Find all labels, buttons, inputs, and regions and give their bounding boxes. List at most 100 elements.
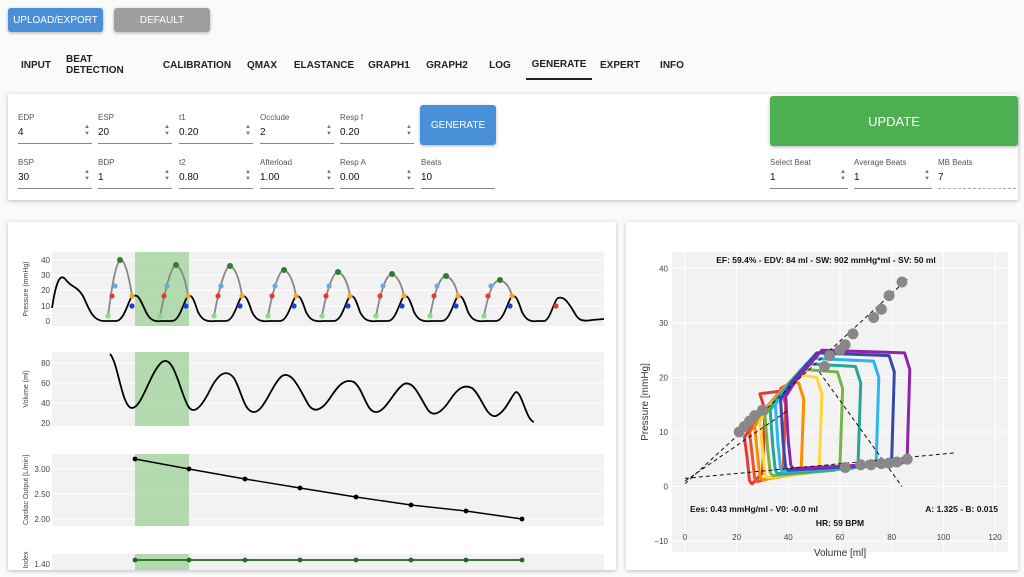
edp-point xyxy=(901,453,913,465)
afterload-value[interactable]: 1.00 xyxy=(260,172,280,183)
tick-label: 40 xyxy=(41,399,50,408)
esp-point xyxy=(868,311,880,323)
tab-graph1[interactable]: GRAPH1 xyxy=(368,59,410,71)
index-points xyxy=(132,557,525,563)
highlight-band xyxy=(135,352,189,426)
tab-expert[interactable]: EXPERT xyxy=(599,59,640,71)
esp-spinner-icon[interactable]: ▲ ▼ xyxy=(164,124,170,137)
marker-point xyxy=(157,313,163,319)
occlude-value[interactable]: 2 xyxy=(260,127,266,138)
hr-annotation: HR: 59 BPM xyxy=(816,518,864,528)
marker-point xyxy=(380,283,386,289)
t1-field[interactable]: t1 0.20 ▲ ▼ xyxy=(179,113,253,145)
mb-beats-label: MB Beats xyxy=(938,158,973,167)
pv-xtick-label: 100 xyxy=(937,533,951,542)
beats-value[interactable]: 10 xyxy=(421,172,433,183)
tab-generate[interactable]: GENERATE xyxy=(526,50,592,80)
resp-a-field[interactable]: Resp A 0.00 ▲ ▼ xyxy=(340,158,414,190)
generate-button[interactable]: GENERATE xyxy=(420,105,496,145)
volume-series-line xyxy=(109,353,535,423)
marker-point xyxy=(185,293,191,299)
tick-label: 30 xyxy=(41,271,50,280)
tab-qmax[interactable]: QMAX xyxy=(247,59,277,71)
bsp-field[interactable]: BSP 30 ▲ ▼ xyxy=(18,158,92,190)
average-beats-spinner-icon[interactable]: ▲ ▼ xyxy=(924,169,930,182)
update-button[interactable]: UPDATE xyxy=(770,96,1018,146)
tab-graph2[interactable]: GRAPH2 xyxy=(426,59,468,71)
resp-f-field[interactable]: Resp f 0.20 ▲ ▼ xyxy=(340,113,414,145)
edp-field[interactable]: EDP 4 ▲ ▼ xyxy=(18,113,92,145)
espvr-line xyxy=(684,278,908,485)
t2-spinner-icon[interactable]: ▲ ▼ xyxy=(245,169,251,182)
resp-a-spinner-icon[interactable]: ▲ ▼ xyxy=(406,169,412,182)
select-beat-field[interactable]: Select Beat 1 ▲ ▼ xyxy=(770,158,848,190)
tab-log[interactable]: LOG xyxy=(489,59,511,71)
select-beat-spinner-icon[interactable]: ▲ ▼ xyxy=(840,169,846,182)
upload-export-button[interactable]: UPLOAD/EXPORT xyxy=(8,8,103,32)
pv-xtick-label: 80 xyxy=(887,533,896,542)
select-beat-value[interactable]: 1 xyxy=(770,172,776,183)
tab-elastance[interactable]: ELASTANCE xyxy=(293,59,355,71)
marker-point xyxy=(509,293,515,299)
edp-value[interactable]: 4 xyxy=(18,127,24,138)
average-beats-value[interactable]: 1 xyxy=(854,172,860,183)
pv-ytick-label: 30 xyxy=(659,319,668,328)
marker-point xyxy=(319,313,325,319)
t2-field[interactable]: t2 0.80 ▲ ▼ xyxy=(179,158,253,190)
esp-value[interactable]: 20 xyxy=(98,127,110,138)
marker-point xyxy=(345,303,351,309)
t2-value[interactable]: 0.80 xyxy=(179,172,199,183)
occlude-spinner-icon[interactable]: ▲ ▼ xyxy=(326,124,332,137)
pressure-ylabel: Pressure (mmHg) xyxy=(23,261,30,316)
marker-point xyxy=(455,293,461,299)
mb-beats-value[interactable]: 7 xyxy=(938,172,944,183)
cardiac-output-points xyxy=(132,456,525,522)
tab-input[interactable]: INPUT xyxy=(21,59,51,71)
esp-label: ESP xyxy=(98,113,115,122)
afterload-spinner-icon[interactable]: ▲ ▼ xyxy=(326,169,332,182)
edp-label: EDP xyxy=(18,113,35,122)
resp-f-spinner-icon[interactable]: ▲ ▼ xyxy=(406,124,412,137)
occlude-field[interactable]: Occlude 2 ▲ ▼ xyxy=(260,113,334,145)
tick-label: 3.00 xyxy=(34,465,50,474)
marker-point xyxy=(347,293,353,299)
resp-a-value[interactable]: 0.00 xyxy=(340,172,360,183)
bdp-field[interactable]: BDP 1 ▲ ▼ xyxy=(98,158,172,190)
marker-point xyxy=(373,313,379,319)
marker-point xyxy=(326,283,332,289)
highlight-band xyxy=(135,554,189,570)
ees-v0-annotation: Ees: 0.43 mmHg/ml - V0: -0.0 ml xyxy=(690,504,818,514)
marker-point xyxy=(291,303,297,309)
edp-spinner-icon[interactable]: ▲ ▼ xyxy=(84,124,90,137)
resp-f-label: Resp f xyxy=(340,113,364,122)
tab-beat-detection[interactable]: BEAT DETECTION xyxy=(66,54,124,76)
afterload-field[interactable]: Afterload 1.00 ▲ ▼ xyxy=(260,158,334,190)
bdp-value[interactable]: 1 xyxy=(98,172,104,183)
esp-field[interactable]: ESP 20 ▲ ▼ xyxy=(98,113,172,145)
volume-ylabel: Volume (ml) xyxy=(23,370,30,407)
marker-point xyxy=(399,303,405,309)
marker-point xyxy=(105,313,111,319)
bsp-value[interactable]: 30 xyxy=(18,172,30,183)
marker-point xyxy=(485,293,491,299)
tab-calibration[interactable]: CALIBRATION xyxy=(162,59,232,71)
bsp-label: BSP xyxy=(18,158,35,167)
marker-point xyxy=(335,269,341,275)
t1-spinner-icon[interactable]: ▲ ▼ xyxy=(245,124,251,137)
marker-point xyxy=(443,273,449,279)
mb-beats-field[interactable]: MB Beats 7 xyxy=(938,158,1016,190)
marker-point xyxy=(269,293,275,299)
marker-point xyxy=(507,303,513,309)
beats-field[interactable]: Beats 10 xyxy=(421,158,495,190)
esp-point xyxy=(818,361,830,373)
default-button[interactable]: DEFAULT xyxy=(114,8,210,32)
tab-info[interactable]: INFO xyxy=(660,59,684,71)
average-beats-field[interactable]: Average Beats 1 ▲ ▼ xyxy=(854,158,932,190)
bdp-spinner-icon[interactable]: ▲ ▼ xyxy=(164,169,170,182)
resp-f-value[interactable]: 0.20 xyxy=(340,127,360,138)
beats-label: Beats xyxy=(421,158,442,167)
marker-point xyxy=(434,283,440,289)
tick-label: 40 xyxy=(41,256,50,265)
bsp-spinner-icon[interactable]: ▲ ▼ xyxy=(84,169,90,182)
t1-value[interactable]: 0.20 xyxy=(179,127,199,138)
